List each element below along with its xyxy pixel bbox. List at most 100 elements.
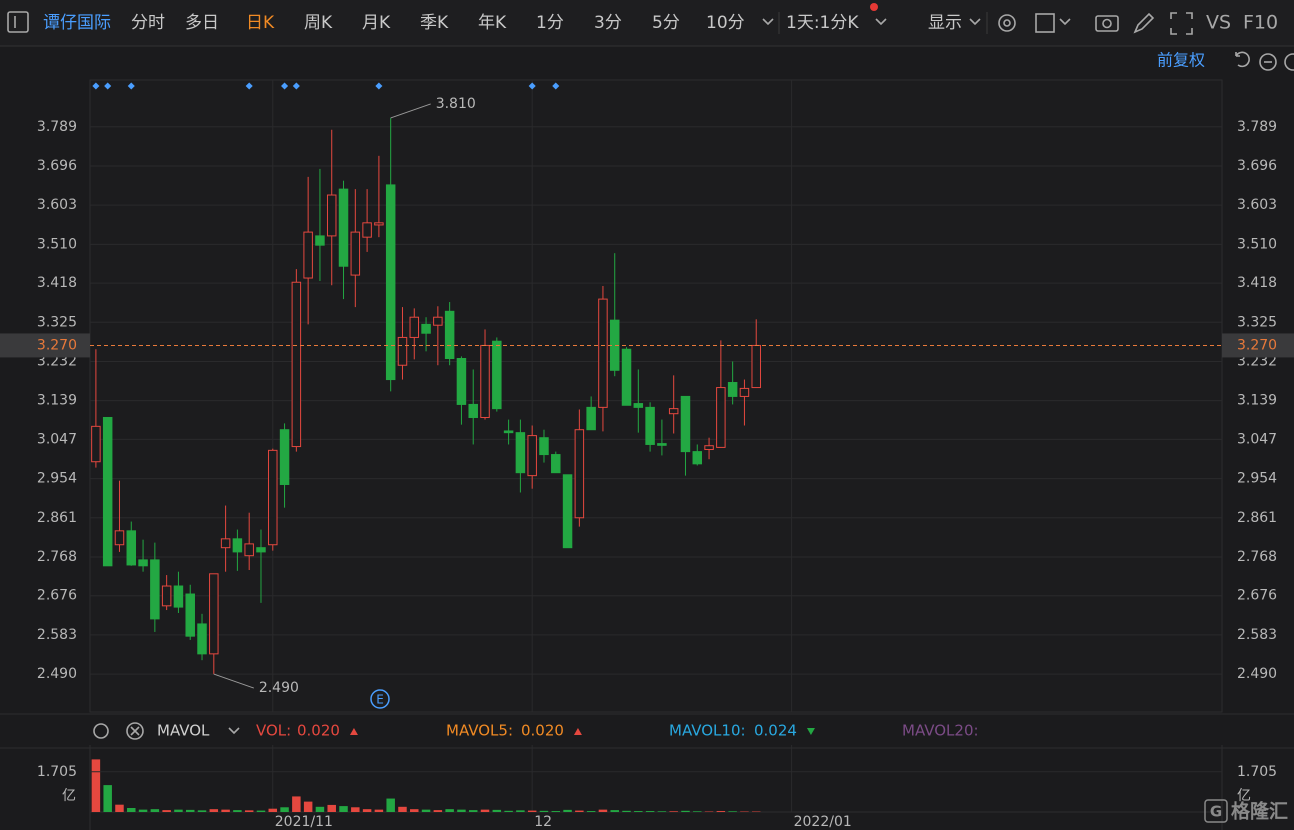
candle-body: [456, 358, 467, 405]
volume-chart: 1.705 1.705 亿 亿: [0, 713, 1294, 830]
candle-body: [633, 403, 644, 408]
candle-body: [539, 437, 549, 456]
extreme-label: 2.490: [259, 680, 299, 696]
volume-bar: [244, 810, 254, 812]
period-tab[interactable]: 周K: [304, 13, 333, 33]
period-tab[interactable]: 5分: [652, 13, 680, 33]
y-tick-label: 2.490: [37, 666, 77, 682]
event-diamond[interactable]: [552, 82, 560, 90]
candle-body: [126, 530, 137, 566]
event-diamond[interactable]: [281, 82, 289, 90]
watermark-logo: [1204, 799, 1228, 823]
indicator-name[interactable]: MAVOL: [157, 722, 210, 740]
volume-bar: [150, 809, 160, 812]
watermark: 格隆汇: [1231, 800, 1288, 823]
current-price-box: [0, 333, 90, 358]
camera-icon[interactable]: [1095, 15, 1119, 32]
candle-body: [350, 231, 361, 276]
period-tab[interactable]: 10分: [706, 13, 745, 33]
stock-name[interactable]: 谭仔国际: [43, 13, 111, 33]
candle-body: [161, 585, 172, 607]
x-tick-label: 2021/11: [275, 814, 333, 830]
y-tick-label-right: 2.676: [1237, 588, 1277, 604]
candle-body: [291, 281, 302, 448]
display-chevron[interactable]: [969, 18, 981, 26]
more-chevron[interactable]: [762, 18, 774, 26]
period-tab[interactable]: 多日: [185, 13, 219, 33]
price-chart: 2.490 2.490 2.583 2.583 2.676 2.676 2.768 2.768…: [0, 79, 1294, 830]
candle-body: [102, 416, 113, 567]
volume-bar: [91, 759, 101, 812]
event-diamond[interactable]: [104, 82, 112, 90]
y-tick-label-right: 2.861: [1237, 510, 1277, 526]
period-tab[interactable]: 3分: [594, 13, 622, 33]
event-diamond[interactable]: [92, 82, 100, 90]
candle-body: [704, 445, 714, 451]
candle-body: [232, 538, 243, 553]
toolbar: [0, 0, 1294, 46]
camera-lens: [1102, 18, 1112, 29]
candle-body: [256, 547, 266, 553]
readout-name: MAVOL5:: [446, 722, 513, 740]
x-tick-label: 12: [534, 814, 552, 830]
draw-icon[interactable]: [1133, 12, 1155, 34]
volume-bar: [716, 811, 726, 812]
event-marker[interactable]: [370, 689, 390, 709]
f10-button[interactable]: F10: [1243, 12, 1278, 34]
candle-body: [150, 559, 160, 620]
y-tick-label-right: 2.954: [1237, 471, 1277, 487]
volume-bar: [339, 806, 348, 812]
vs-button[interactable]: VS: [1206, 12, 1231, 34]
volume-bar: [292, 796, 301, 812]
checkbox-icon[interactable]: [1035, 13, 1055, 33]
candle-body: [751, 344, 761, 389]
candle-body: [173, 585, 184, 608]
candle-body: [197, 623, 207, 655]
event-diamond[interactable]: [127, 82, 135, 90]
volume-bar: [657, 811, 667, 812]
period-tab[interactable]: 季K: [420, 13, 449, 33]
candle-body: [244, 543, 254, 557]
volume-bar: [492, 809, 502, 812]
period-tab[interactable]: 月K: [362, 13, 391, 33]
display-menu[interactable]: 显示: [928, 13, 962, 33]
period-tab[interactable]: 1分: [536, 13, 564, 33]
volume-bar: [551, 811, 561, 812]
indicator-chevron[interactable]: [228, 727, 240, 735]
interval-chevron[interactable]: [875, 18, 887, 26]
candle-body: [515, 432, 526, 474]
watermark-logo-letter: G: [1210, 803, 1222, 821]
y-tick-label: 3.418: [37, 275, 77, 291]
readout-name: VOL:: [256, 722, 291, 740]
settings-icon-core: [1003, 19, 1011, 27]
current-price-label: 3.270: [37, 337, 77, 353]
volume-bar: [115, 804, 124, 812]
period-tab[interactable]: 分时: [131, 13, 165, 33]
event-diamond[interactable]: [375, 82, 383, 90]
event-diamond[interactable]: [528, 82, 536, 90]
volume-bar: [303, 801, 313, 812]
zoom-out-icon[interactable]: [1259, 53, 1277, 71]
event-diamond[interactable]: [292, 82, 300, 90]
fullscreen-icon[interactable]: [1170, 12, 1193, 35]
sidebar-toggle[interactable]: [7, 11, 29, 33]
volume-unit: 亿: [62, 788, 76, 804]
checkbox-chevron[interactable]: [1059, 18, 1071, 26]
period-tab[interactable]: 日K: [246, 13, 275, 33]
undo-icon[interactable]: [1235, 51, 1250, 68]
period-tab[interactable]: 年K: [478, 13, 507, 33]
settings-icon[interactable]: [998, 14, 1016, 32]
volume-bar: [622, 810, 631, 812]
interval-select[interactable]: 1天:1分K: [786, 13, 859, 33]
event-diamond[interactable]: [245, 82, 253, 90]
adjust-label[interactable]: 前复权: [1157, 51, 1205, 70]
candle-body: [480, 344, 490, 418]
volume-bar: [351, 807, 360, 812]
y-tick-label-right: 3.047: [1237, 431, 1277, 447]
y-tick-label-right: 2.768: [1237, 549, 1277, 565]
indicator-settings[interactable]: [93, 723, 109, 739]
candle-body: [492, 340, 502, 410]
indicator-close[interactable]: [126, 722, 144, 740]
zoom-in-icon[interactable]: [1284, 53, 1294, 71]
